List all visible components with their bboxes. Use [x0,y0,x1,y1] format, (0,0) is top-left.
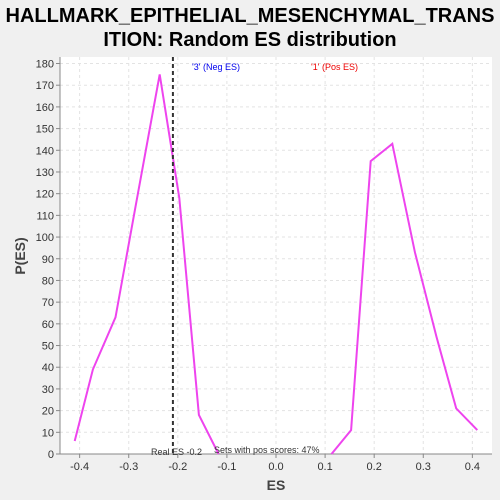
x-tick-label: -0.3 [119,461,138,473]
es-distribution-line [330,142,479,455]
y-tick-label: 140 [36,145,54,157]
y-tick-label: 80 [42,275,54,287]
x-axis-ticks: -0.4 -0.3 -0.2 -0.1 0.0 0.1 0.2 0.3 0.4 [70,454,480,473]
es-distribution-line [73,74,220,455]
y-tick-label: 60 [42,319,54,331]
y-tick-label: 30 [42,384,54,396]
x-tick-label: -0.1 [217,461,236,473]
x-tick-label: -0.4 [70,461,89,473]
x-tick-label: 0.3 [416,461,431,473]
y-tick-label: 70 [42,297,54,309]
y-tick-label: 20 [42,406,54,418]
y-axis-ticks: 0 10 20 30 40 50 60 70 80 90 100 110 120 130 140 150 160… [36,59,60,461]
legend-neg-es: '3' (Neg ES) [192,62,240,72]
series-lines [73,74,479,455]
real-es-label: Real ES -0.2 [151,447,202,457]
y-tick-label: 90 [42,254,54,266]
y-tick-label: 10 [42,427,54,439]
legend-pos-es: '1' (Pos ES) [311,62,358,72]
y-tick-label: 40 [42,362,54,374]
grid-lines [60,57,492,455]
y-axis-title: P(ES) [12,237,28,274]
y-tick-label: 0 [48,449,54,461]
x-tick-label: 0.0 [268,461,283,473]
x-tick-label: -0.2 [168,461,187,473]
y-tick-label: 120 [36,189,54,201]
y-tick-label: 110 [36,210,54,222]
y-tick-label: 100 [36,232,54,244]
y-tick-label: 170 [36,80,54,92]
y-tick-label: 130 [36,167,54,179]
x-axis-title: ES [267,477,286,493]
y-tick-label: 150 [36,124,54,136]
chart-title-line-1: HALLMARK_EPITHELIAL_MESENCHYMAL_TRANS [5,5,495,27]
y-tick-label: 50 [42,341,54,353]
chart-title-line-2: ITION: Random ES distribution [103,29,397,51]
y-tick-label: 180 [36,59,54,71]
x-tick-label: 0.1 [317,461,332,473]
x-tick-label: 0.2 [367,461,382,473]
y-tick-label: 160 [36,102,54,114]
x-tick-label: 0.4 [465,461,480,473]
pos-scores-label: Sets with pos scores: 47% [214,445,320,455]
